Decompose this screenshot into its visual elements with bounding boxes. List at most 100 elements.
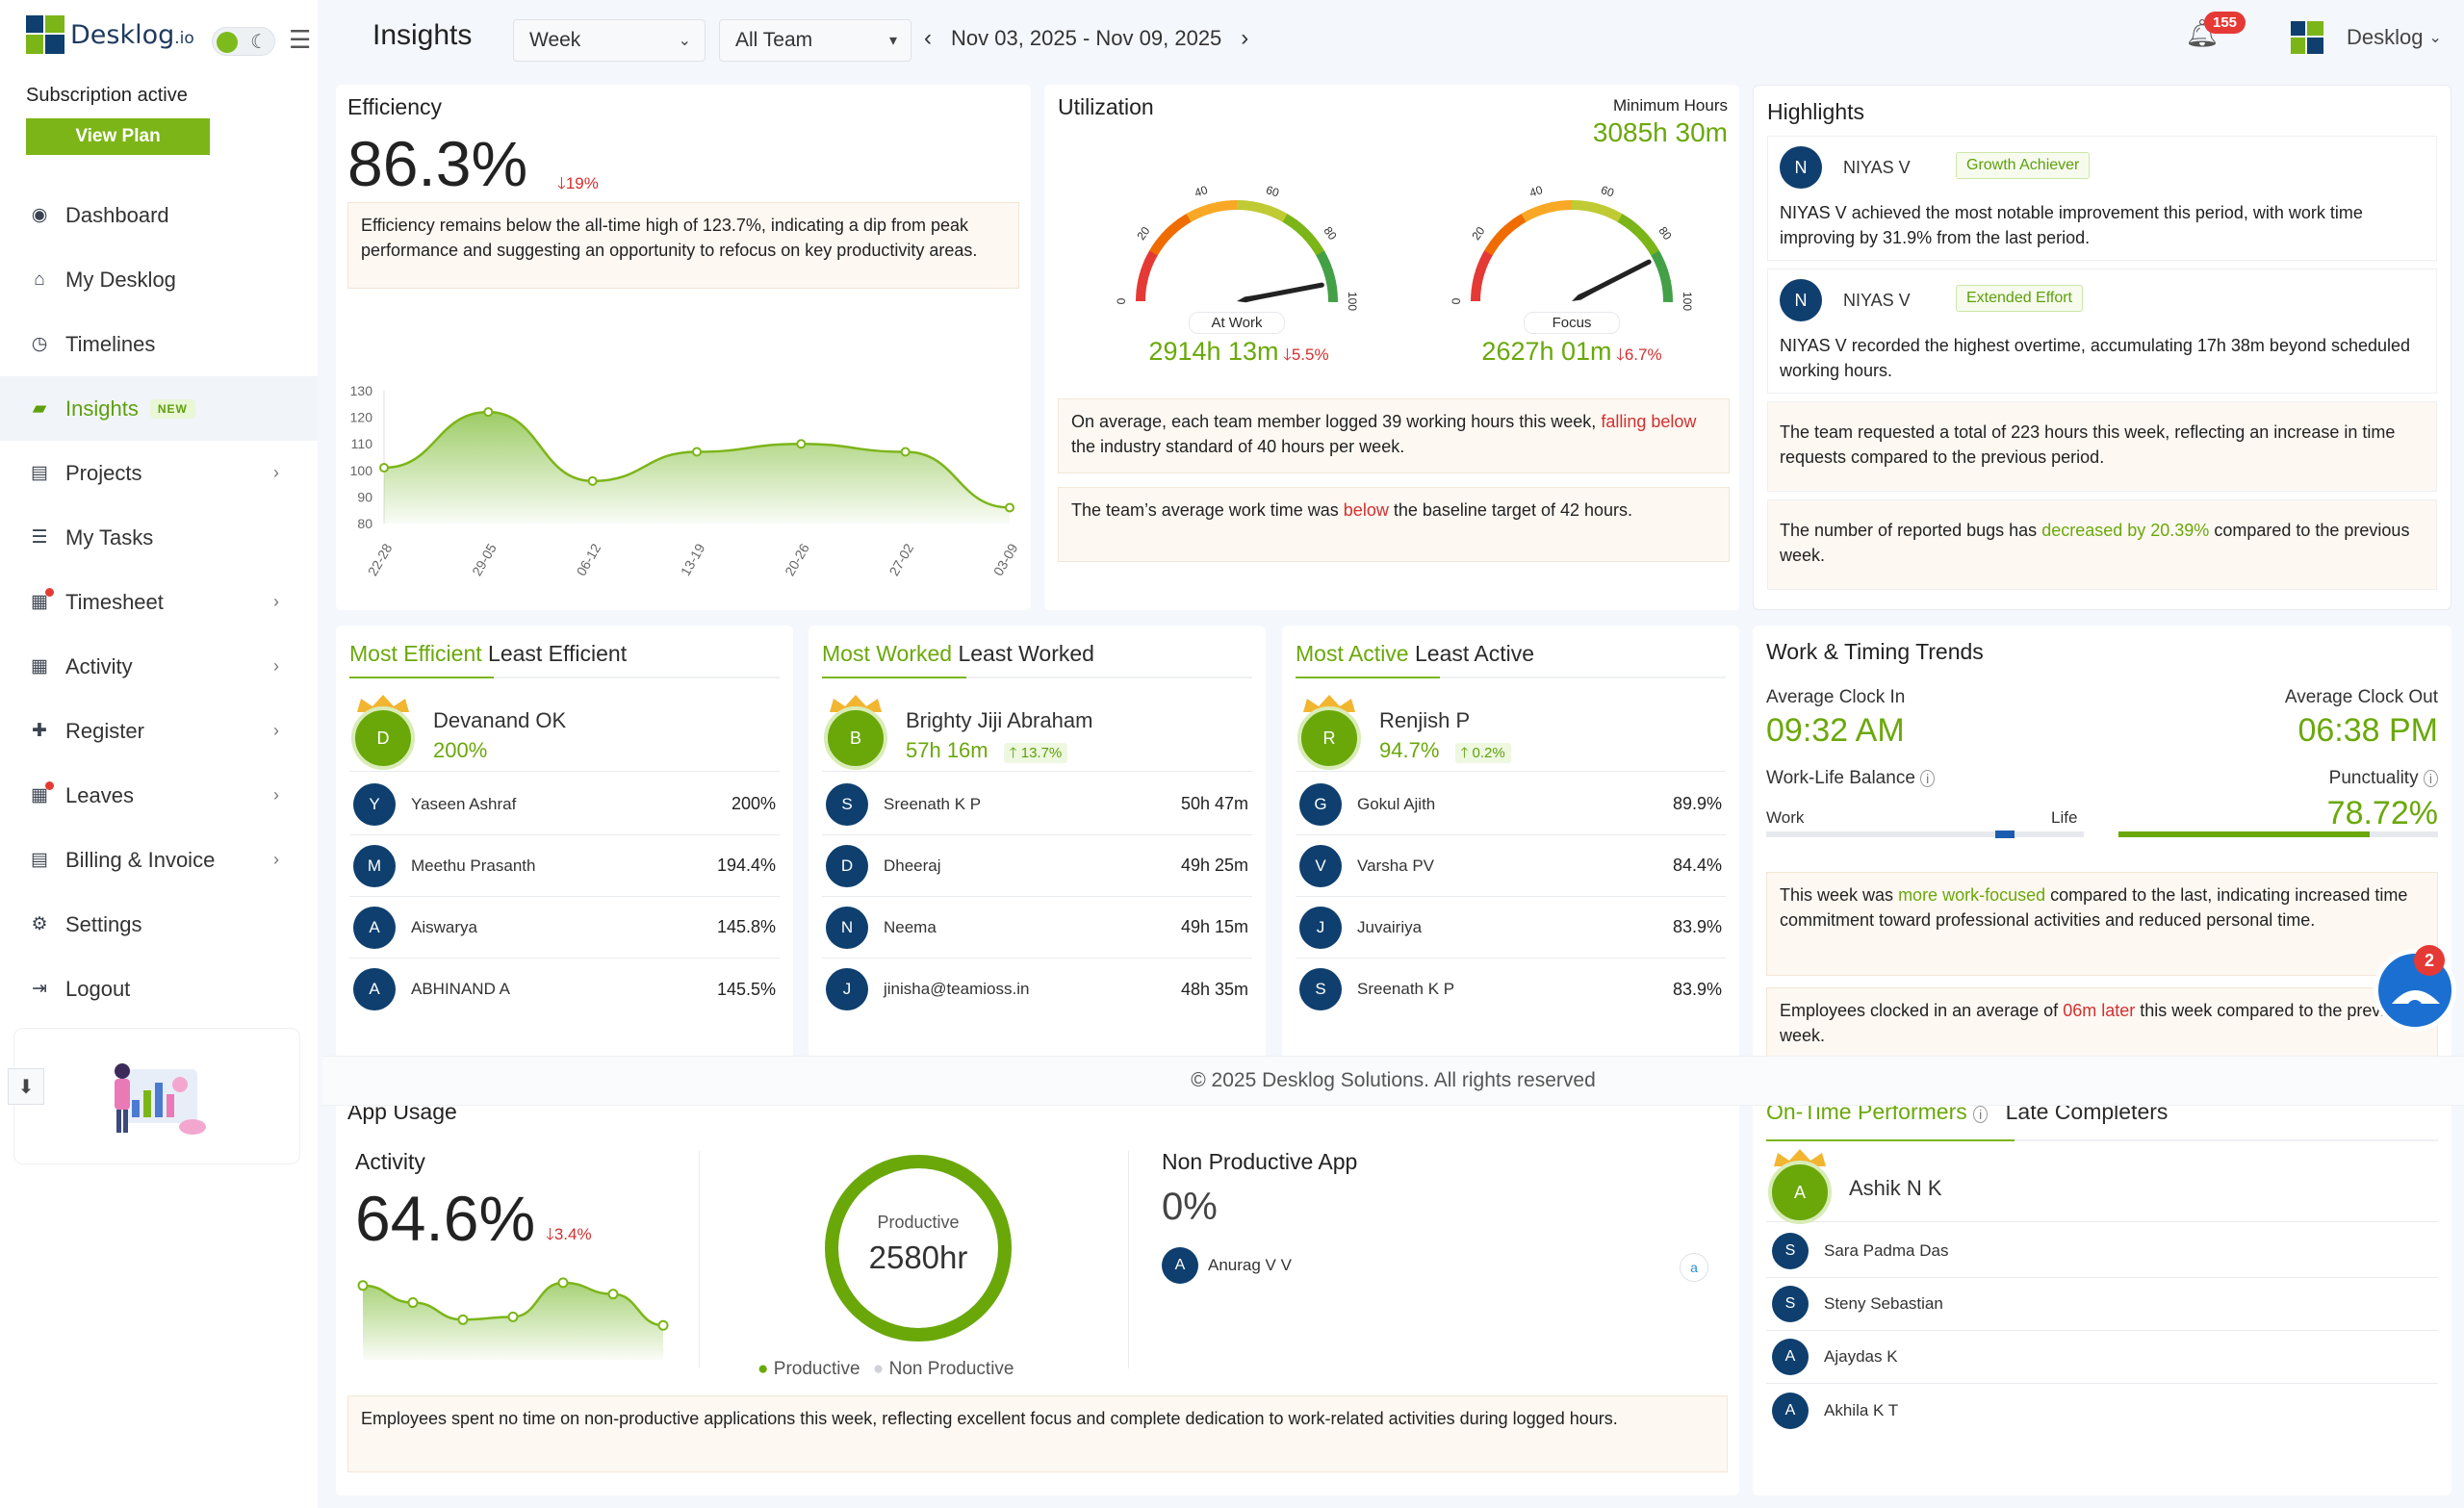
avatar: A — [1162, 1247, 1198, 1284]
gauge-arc-segment — [1479, 249, 1494, 265]
gauge-arc-segment — [1323, 269, 1336, 284]
sidebar-item-label: My Desklog — [65, 267, 176, 292]
tab-most-worked[interactable]: Most Worked — [822, 641, 953, 666]
focus-value: 2627h 01m — [1481, 337, 1612, 366]
gauge-needle-body — [1251, 282, 1324, 301]
utilization-note-2: The team’s average work time was below t… — [1058, 487, 1730, 562]
gauge-arc-segment — [1216, 200, 1229, 213]
ranking-tabs: Most Efficient Least Efficient — [349, 641, 627, 667]
tab-most-efficient[interactable]: Most Efficient — [349, 641, 482, 666]
highlight-text: NIYAS V recorded the highest overtime, a… — [1780, 336, 2411, 380]
sidebar-item-my-desklog[interactable]: ⌂ My Desklog — [0, 247, 318, 312]
sidebar-item-timesheet[interactable]: ▦ Timesheet › — [0, 570, 318, 634]
top-performer: B Brighty Jiji Abraham 57h 16m 🡑 13.7% — [822, 695, 1252, 772]
team-select-value: All Team — [735, 29, 813, 51]
tab-least-worked[interactable]: Least Worked — [958, 641, 1094, 666]
avatar: B — [824, 706, 887, 770]
gauge-tick-label: 60 — [1265, 183, 1281, 200]
ranking-row: Y Yaseen Ashraf 200% — [349, 774, 780, 835]
y-tick-label: 80 — [357, 516, 372, 531]
gauge-arc-segment — [1226, 200, 1238, 211]
sidebar-item-timelines[interactable]: ◷ Timelines — [0, 312, 318, 376]
account-menu[interactable]: Desklog ⌄ — [2291, 21, 2442, 54]
y-tick-label: 100 — [350, 463, 373, 478]
min-hours-label: Minimum Hours — [1612, 96, 1728, 115]
avatar: N — [1780, 146, 1822, 189]
view-plan-button[interactable]: View Plan — [26, 118, 210, 155]
sidebar-item-settings[interactable]: ⚙ Settings — [0, 892, 318, 957]
min-hours-value: 3085h 30m — [1592, 117, 1728, 147]
tab-most-active[interactable]: Most Active — [1296, 641, 1409, 666]
menu-collapse-icon[interactable]: ☰ — [289, 25, 312, 54]
y-tick-label: 120 — [350, 410, 373, 425]
promo-card[interactable] — [13, 1028, 300, 1164]
gauge-arc-segment — [1512, 213, 1527, 228]
sparkline-point — [607, 1289, 619, 1300]
avatar: J — [826, 968, 868, 1010]
performer-name: Sara Padma Das — [1824, 1241, 1949, 1260]
gauge-arc-segment — [1255, 202, 1270, 215]
desklog-logo[interactable]: Desklog.io — [26, 15, 194, 54]
ranking-name: Aiswarya — [411, 917, 477, 936]
sidebar-item-logout[interactable]: ⇥ Logout — [0, 957, 318, 1021]
avatar: M — [353, 844, 396, 887]
sidebar-item-label: Settings — [65, 911, 142, 936]
chat-widget-button[interactable] — [2374, 949, 2456, 1032]
divider — [699, 1151, 700, 1368]
sidebar-item-label: Logout — [65, 976, 131, 1001]
ranking-value: 89.9% — [1672, 794, 1722, 813]
x-tick-label: 29-05 — [469, 541, 500, 578]
tab-least-efficient[interactable]: Least Efficient — [488, 641, 628, 666]
gauge-label: At Work — [1189, 312, 1285, 334]
notification-dot — [45, 588, 54, 597]
gauge-arc-segment — [1496, 225, 1512, 241]
sidebar-item-activity[interactable]: ▦ Activity › — [0, 634, 318, 699]
info-icon[interactable]: i — [1973, 1106, 1989, 1123]
gauge-arc-segment — [1490, 233, 1505, 248]
gauge-arc-segment — [1655, 260, 1669, 274]
download-icon[interactable]: ⬇ — [8, 1068, 44, 1105]
sidebar-item-my-tasks[interactable]: ☰ My Tasks — [0, 505, 318, 570]
team-select[interactable]: All Team ▾ — [719, 19, 911, 62]
ranking-name: Varsha PV — [1357, 856, 1435, 875]
performer-row: S Steny Sebastian — [1766, 1278, 2438, 1331]
tab-least-active[interactable]: Least Active — [1415, 641, 1535, 666]
donut-productive-arc — [825, 1155, 1012, 1342]
chevron-right-icon[interactable]: › — [1241, 25, 1249, 51]
gauge-arc-segment — [1651, 250, 1665, 266]
ranking-row: S Sreenath K P 83.9% — [1296, 958, 1726, 1020]
info-icon[interactable]: i — [1920, 770, 1936, 787]
note-text: the baseline target of 42 hours. — [1393, 500, 1633, 520]
grid-icon: ▦ — [31, 656, 48, 677]
punctuality-label-text: Punctuality — [2328, 768, 2419, 788]
crown-avatar: A — [1766, 1149, 1834, 1224]
info-icon[interactable]: i — [2423, 770, 2438, 787]
gauge-arc-segment — [1155, 233, 1170, 248]
work-life-balance-label: Work-Life Balance i — [1766, 768, 1936, 789]
highlights-title: Highlights — [1767, 99, 1864, 124]
chevron-left-icon[interactable]: ‹ — [924, 25, 932, 51]
gauge-arc-segment — [1590, 202, 1604, 215]
gauge-arc-segment — [1530, 204, 1545, 218]
focus-gauge: 0 20 40 60 80 100 — [1450, 183, 1694, 311]
sidebar-item-leaves[interactable]: ▦ Leaves › — [0, 763, 318, 828]
utilization-note-1: On average, each team member logged 39 w… — [1058, 398, 1730, 473]
activity-ranking-card: Most Active Least Active R Renjish P 94.… — [1282, 626, 1739, 1059]
sidebar-item-dashboard[interactable]: ◉ Dashboard — [0, 183, 318, 247]
theme-toggle[interactable]: ☾ — [212, 27, 275, 56]
gauge-arc-segment — [1141, 259, 1154, 273]
x-tick-label: 27-02 — [886, 541, 916, 578]
efficiency-ranking-card: Most Efficient Least Efficient D Devanan… — [336, 626, 793, 1059]
sidebar-item-billing[interactable]: ▤ Billing & Invoice › — [0, 828, 318, 892]
sidebar-item-label: Billing & Invoice — [65, 847, 216, 872]
gear-icon: ⚙ — [31, 914, 48, 934]
period-select[interactable]: Week ⌄ — [513, 19, 706, 62]
efficiency-delta-value: 19% — [565, 174, 599, 192]
gauge-arc-segment — [1658, 269, 1671, 284]
page-title: Insights — [372, 19, 473, 51]
sidebar-item-register[interactable]: ✚ Register › — [0, 699, 318, 763]
sidebar-item-projects[interactable]: ▤ Projects › — [0, 441, 318, 505]
avatar: S — [826, 782, 868, 826]
sidebar-item-insights[interactable]: ▰ Insights NEW — [0, 376, 318, 441]
top-performer-name: Renjish P — [1379, 708, 1471, 732]
